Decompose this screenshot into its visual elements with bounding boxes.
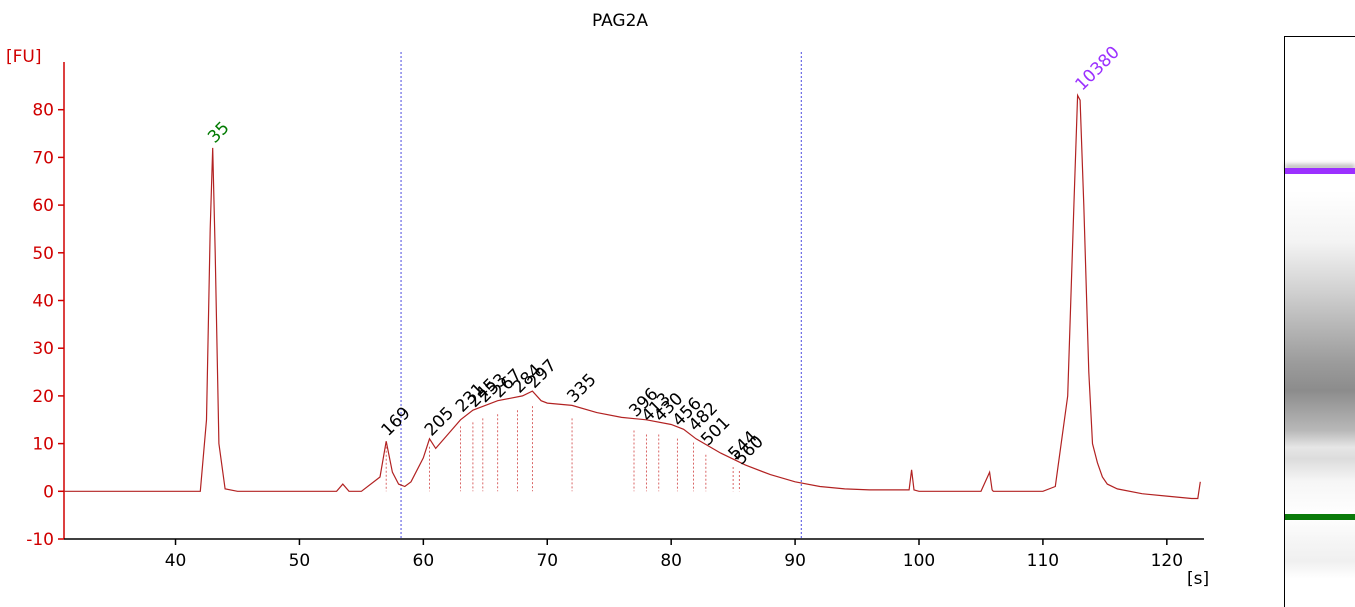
y-axis-label: [FU] <box>6 47 42 67</box>
y-tick-label: -10 <box>26 530 54 550</box>
peak-size-label: 205 <box>421 403 458 440</box>
x-tick-label: 110 <box>1027 551 1059 571</box>
x-tick-label: 100 <box>903 551 935 571</box>
x-tick-label: 60 <box>413 551 435 571</box>
upper-marker-band <box>1285 168 1355 174</box>
y-tick-label: 0 <box>43 482 54 502</box>
x-tick-label: 70 <box>536 551 558 571</box>
x-tick-label: 50 <box>289 551 311 571</box>
marker-peak-label: 35 <box>204 118 233 147</box>
x-axis-label: [s] <box>1187 569 1209 589</box>
signal-trace <box>64 93 1201 500</box>
x-tick-label: 90 <box>784 551 806 571</box>
chart-title: PAG2A <box>592 11 648 31</box>
y-tick-label: 40 <box>32 292 54 312</box>
marker-peak-label: 10380 <box>1071 43 1123 95</box>
y-tick-label: 10 <box>32 435 54 455</box>
y-tick-label: 80 <box>32 101 54 121</box>
peak-size-label: 335 <box>563 370 600 407</box>
lower-marker-band <box>1285 514 1355 520</box>
x-tick-label: 80 <box>660 551 682 571</box>
y-tick-label: 50 <box>32 244 54 264</box>
gel-lane-image <box>1284 36 1355 607</box>
x-tick-label: 120 <box>1151 551 1183 571</box>
y-tick-label: 70 <box>32 148 54 168</box>
peak-size-label: 169 <box>378 403 415 440</box>
y-tick-label: 20 <box>32 387 54 407</box>
y-tick-label: 60 <box>32 196 54 216</box>
y-tick-label: 30 <box>32 339 54 359</box>
x-tick-label: 40 <box>165 551 187 571</box>
